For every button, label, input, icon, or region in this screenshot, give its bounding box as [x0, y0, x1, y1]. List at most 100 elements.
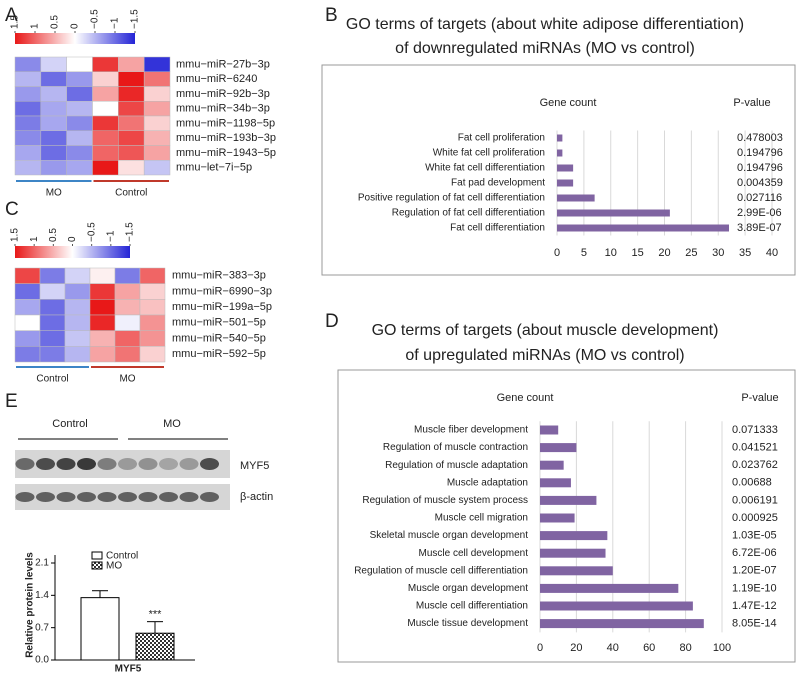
x-tick-label: 5: [581, 247, 587, 259]
category-label: Fat cell differentiation: [450, 223, 545, 234]
heatmap-cell: [143, 160, 171, 176]
category-label: Positive regulation of fat cell differen…: [358, 193, 545, 204]
bar: [540, 601, 693, 611]
x-tick-label: 10: [605, 247, 617, 259]
colorbar: [15, 246, 130, 258]
heatmap-cell: [14, 56, 42, 72]
category-label: Regulation of muscle adaptation: [385, 460, 528, 471]
p-value: 0.194796: [737, 162, 783, 174]
panel-letter: A: [5, 5, 18, 26]
bar: [540, 460, 564, 470]
x-tick-label: 35: [739, 247, 751, 259]
p-value: 0.004359: [737, 177, 783, 189]
chart-title: GO terms of targets (about muscle develo…: [372, 322, 719, 339]
heatmap-cell: [92, 145, 119, 161]
x-tick-label: 20: [570, 642, 582, 654]
colorbar-tick-label: 1.5: [10, 15, 21, 29]
y-tick-label: 1.4: [35, 590, 49, 601]
row-label: mmu−miR−92b−3p: [176, 88, 270, 100]
heatmap-cell: [14, 267, 41, 284]
row-label: mmu−miR−34b−3p: [176, 103, 270, 115]
heatmap-cell: [143, 145, 171, 161]
heatmap-cell: [114, 330, 141, 347]
category-label: Regulation of fat cell differentiation: [392, 208, 545, 219]
heatmap-cell: [139, 346, 166, 363]
heatmap-cell: [64, 283, 91, 300]
row-label: mmu−miR−540−5p: [172, 332, 266, 344]
blot-band: [179, 458, 199, 470]
p-value: 0.041521: [732, 442, 778, 454]
y-tick-label: 0.7: [35, 622, 49, 633]
category-label: Muscle adaptation: [447, 477, 528, 488]
heatmap-cell: [14, 314, 41, 331]
heatmap-cell: [92, 101, 119, 117]
bar: [540, 443, 577, 453]
heatmap-cell: [14, 115, 42, 131]
x-tick-label: 40: [607, 642, 619, 654]
y-axis-label: Relative protein levels: [25, 552, 36, 658]
category-label: Skeletal muscle organ development: [370, 530, 529, 541]
heatmap-cell: [66, 130, 93, 146]
plot-frame: [337, 369, 796, 663]
colorbar-tick-label: −1: [105, 230, 116, 242]
p-value: 0.071333: [732, 424, 778, 436]
x-tick-label: 20: [658, 247, 670, 259]
heatmap-cell: [40, 56, 67, 72]
heatmap-cell: [64, 299, 91, 316]
row-label: mmu−miR−1198−5p: [176, 117, 275, 129]
colorbar-tick-label: 1: [29, 236, 40, 242]
heatmap-cell: [40, 71, 67, 87]
p-value: 1.19E-10: [732, 582, 777, 594]
heatmap-cell: [139, 330, 166, 347]
category-label: Fat cell proliferation: [458, 133, 545, 144]
heatmap-cell: [114, 314, 141, 331]
chart-title: of downregulated miRNAs (MO vs control): [395, 40, 695, 57]
heatmap-cell: [92, 160, 119, 176]
heatmap-cell: [14, 86, 42, 102]
heatmap-cell: [14, 330, 41, 347]
row-label: mmu−miR−193b−3p: [176, 132, 276, 144]
blot-band: [56, 492, 76, 502]
row-label: mmu−miR−199a−5p: [172, 301, 272, 313]
heatmap-cell: [92, 130, 119, 146]
heatmap-cell: [139, 267, 166, 284]
blot-group-label: MO: [163, 418, 181, 430]
category-label: Muscle organ development: [408, 583, 528, 594]
category-label: Muscle fiber development: [414, 425, 528, 436]
p-value: 0.478003: [737, 132, 783, 144]
panel-letter: B: [325, 5, 338, 26]
bar: [557, 224, 729, 232]
heatmap-cell: [118, 115, 145, 131]
heatmap-cell: [66, 86, 93, 102]
p-value: 2.99E-06: [737, 207, 782, 219]
p-value: 8.05E-14: [732, 618, 777, 630]
heatmap-cell: [66, 101, 93, 117]
heatmap-cell: [14, 145, 42, 161]
column-header: Gene count: [497, 392, 554, 404]
colorbar-tick-label: −0.5: [86, 222, 97, 242]
heatmap-cell: [40, 145, 67, 161]
blot-band: [118, 492, 137, 502]
row-label: mmu−let−7i−5p: [176, 162, 252, 174]
p-value: 0.006191: [732, 494, 778, 506]
category-label: Regulation of muscle cell differentiatio…: [354, 565, 528, 576]
y-tick-label: 0.0: [35, 655, 49, 666]
heatmap-cell: [143, 56, 171, 72]
blot-band: [97, 492, 117, 502]
blot-band: [138, 492, 158, 502]
heatmap-cell: [89, 267, 116, 284]
group-label: Control: [36, 374, 68, 385]
heatmap-cell: [143, 130, 171, 146]
blot-band: [15, 458, 35, 470]
category-label: Regulation of muscle system process: [362, 495, 528, 506]
heatmap-cell: [64, 314, 91, 331]
row-label: mmu−miR−6240: [176, 73, 257, 85]
heatmap-cell: [118, 86, 145, 102]
heatmap-cell: [14, 71, 42, 87]
blot-band: [179, 492, 199, 502]
category-label: Fat pad development: [451, 178, 545, 189]
bar: [557, 179, 574, 187]
heatmap-cell: [143, 101, 171, 117]
heatmap-cell: [89, 314, 116, 331]
x-tick-label: 100: [713, 642, 731, 654]
